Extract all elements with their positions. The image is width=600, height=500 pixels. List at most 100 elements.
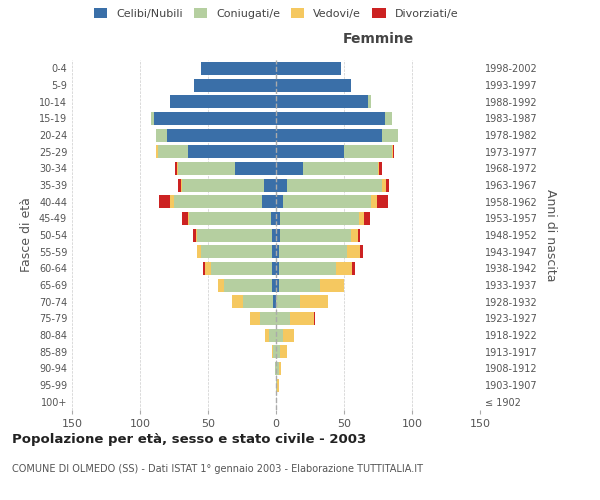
- Y-axis label: Fasce di età: Fasce di età: [20, 198, 33, 272]
- Bar: [280, 212, 359, 225]
- Bar: [279, 362, 281, 375]
- Y-axis label: Anni di nascita: Anni di nascita: [544, 188, 557, 281]
- Bar: [158, 145, 188, 158]
- Bar: [182, 178, 264, 192]
- Bar: [368, 95, 371, 108]
- Bar: [377, 195, 388, 208]
- Bar: [276, 378, 277, 392]
- Bar: [276, 78, 351, 92]
- Bar: [279, 262, 336, 275]
- Bar: [276, 278, 279, 291]
- Bar: [265, 328, 269, 342]
- Bar: [272, 345, 273, 358]
- Bar: [151, 112, 154, 125]
- Bar: [262, 195, 276, 208]
- Bar: [283, 195, 371, 208]
- Bar: [188, 145, 276, 158]
- Bar: [272, 278, 276, 291]
- Bar: [276, 212, 280, 225]
- Bar: [271, 212, 276, 225]
- Bar: [276, 112, 385, 125]
- Bar: [264, 178, 276, 192]
- Bar: [159, 195, 170, 208]
- Bar: [276, 62, 341, 75]
- Bar: [177, 162, 178, 175]
- Bar: [272, 262, 276, 275]
- Bar: [181, 178, 182, 192]
- Bar: [364, 212, 370, 225]
- Bar: [260, 312, 276, 325]
- Bar: [382, 128, 398, 141]
- Bar: [272, 228, 276, 241]
- Bar: [197, 245, 201, 258]
- Bar: [279, 245, 347, 258]
- Bar: [276, 178, 287, 192]
- Bar: [378, 162, 379, 175]
- Bar: [359, 212, 364, 225]
- Bar: [276, 195, 283, 208]
- Bar: [351, 228, 358, 241]
- Bar: [157, 128, 167, 141]
- Bar: [276, 262, 279, 275]
- Text: Popolazione per età, sesso e stato civile - 2003: Popolazione per età, sesso e stato civil…: [12, 432, 366, 446]
- Bar: [276, 295, 301, 308]
- Legend: Celibi/Nubili, Coniugati/e, Vedovi/e, Divorziati/e: Celibi/Nubili, Coniugati/e, Vedovi/e, Di…: [89, 4, 463, 24]
- Bar: [277, 378, 279, 392]
- Bar: [358, 228, 361, 241]
- Bar: [244, 295, 273, 308]
- Bar: [371, 195, 377, 208]
- Bar: [218, 278, 224, 291]
- Bar: [344, 145, 392, 158]
- Bar: [276, 228, 280, 241]
- Bar: [273, 295, 276, 308]
- Bar: [170, 195, 174, 208]
- Bar: [393, 145, 394, 158]
- Bar: [392, 145, 393, 158]
- Bar: [276, 362, 279, 375]
- Bar: [170, 95, 276, 108]
- Bar: [196, 228, 197, 241]
- Bar: [273, 345, 276, 358]
- Bar: [193, 228, 196, 241]
- Bar: [382, 178, 386, 192]
- Bar: [276, 95, 368, 108]
- Bar: [290, 312, 314, 325]
- Bar: [276, 145, 344, 158]
- Bar: [197, 228, 272, 241]
- Bar: [385, 112, 392, 125]
- Bar: [361, 245, 363, 258]
- Bar: [211, 262, 272, 275]
- Bar: [280, 345, 287, 358]
- Bar: [283, 328, 293, 342]
- Bar: [276, 128, 382, 141]
- Bar: [167, 128, 276, 141]
- Bar: [178, 162, 235, 175]
- Bar: [303, 162, 378, 175]
- Bar: [276, 245, 279, 258]
- Text: Femmine: Femmine: [343, 32, 413, 46]
- Bar: [232, 295, 244, 308]
- Bar: [287, 178, 382, 192]
- Bar: [178, 178, 181, 192]
- Bar: [386, 178, 389, 192]
- Bar: [336, 262, 352, 275]
- Bar: [276, 162, 303, 175]
- Text: COMUNE DI OLMEDO (SS) - Dati ISTAT 1° gennaio 2003 - Elaborazione TUTTITALIA.IT: COMUNE DI OLMEDO (SS) - Dati ISTAT 1° ge…: [12, 464, 423, 474]
- Bar: [314, 312, 316, 325]
- Bar: [189, 212, 271, 225]
- Bar: [279, 278, 320, 291]
- Bar: [205, 262, 211, 275]
- Bar: [320, 278, 344, 291]
- Bar: [201, 62, 276, 75]
- Bar: [347, 245, 361, 258]
- Bar: [154, 112, 276, 125]
- Bar: [188, 212, 189, 225]
- Bar: [235, 162, 276, 175]
- Bar: [157, 145, 158, 158]
- Bar: [280, 228, 351, 241]
- Bar: [275, 362, 276, 375]
- Bar: [250, 312, 260, 325]
- Bar: [276, 328, 283, 342]
- Bar: [276, 345, 280, 358]
- Bar: [203, 262, 205, 275]
